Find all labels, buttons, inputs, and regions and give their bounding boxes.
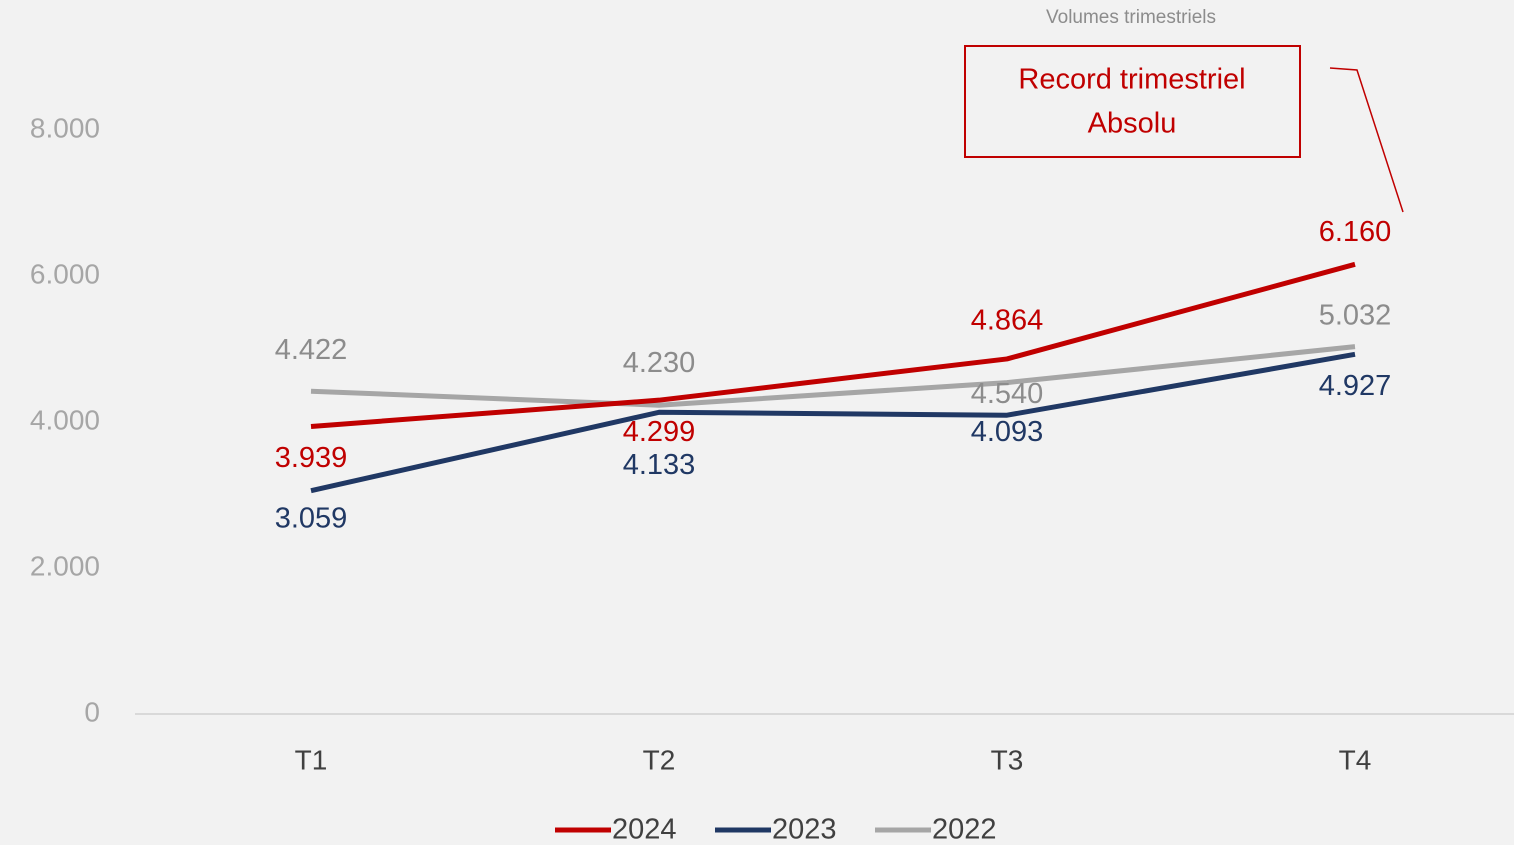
x-tick-label: T3 bbox=[991, 744, 1024, 775]
annotation-text: Record trimestriel bbox=[1018, 64, 1245, 96]
data-label: 4.230 bbox=[623, 347, 696, 379]
legend-label: 2023 bbox=[772, 814, 837, 845]
annotation-box bbox=[964, 45, 1301, 158]
data-label: 4.422 bbox=[275, 334, 348, 366]
series-line bbox=[310, 351, 1356, 494]
legend-label: 2024 bbox=[612, 814, 677, 845]
data-label: 4.299 bbox=[623, 416, 696, 448]
series-line bbox=[310, 344, 1356, 408]
y-tick-label: 4.000 bbox=[30, 404, 100, 435]
data-label: 3.939 bbox=[275, 442, 348, 474]
x-tick-label: T2 bbox=[643, 744, 676, 775]
data-label: 3.059 bbox=[275, 502, 348, 534]
legend-label: 2022 bbox=[932, 814, 997, 845]
data-label: 5.032 bbox=[1319, 299, 1392, 331]
data-label: 6.160 bbox=[1319, 216, 1392, 248]
data-label: 4.540 bbox=[971, 378, 1044, 410]
series-line bbox=[310, 261, 1356, 429]
y-tick-label: 2.000 bbox=[30, 550, 100, 581]
y-tick-label: 8.000 bbox=[30, 112, 100, 143]
y-tick-label: 0 bbox=[84, 696, 100, 727]
annotation-text: Absolu bbox=[1088, 108, 1177, 140]
data-label: 4.093 bbox=[971, 416, 1044, 448]
x-tick-label: T4 bbox=[1339, 744, 1372, 775]
y-tick-label: 6.000 bbox=[30, 258, 100, 289]
annotation-leader bbox=[1329, 67, 1404, 213]
data-label: 4.927 bbox=[1319, 370, 1392, 402]
chart-title: Volumes trimestriels bbox=[1046, 7, 1216, 28]
x-tick-label: T1 bbox=[295, 744, 328, 775]
data-label: 4.864 bbox=[971, 305, 1044, 337]
data-label: 4.133 bbox=[623, 449, 696, 481]
